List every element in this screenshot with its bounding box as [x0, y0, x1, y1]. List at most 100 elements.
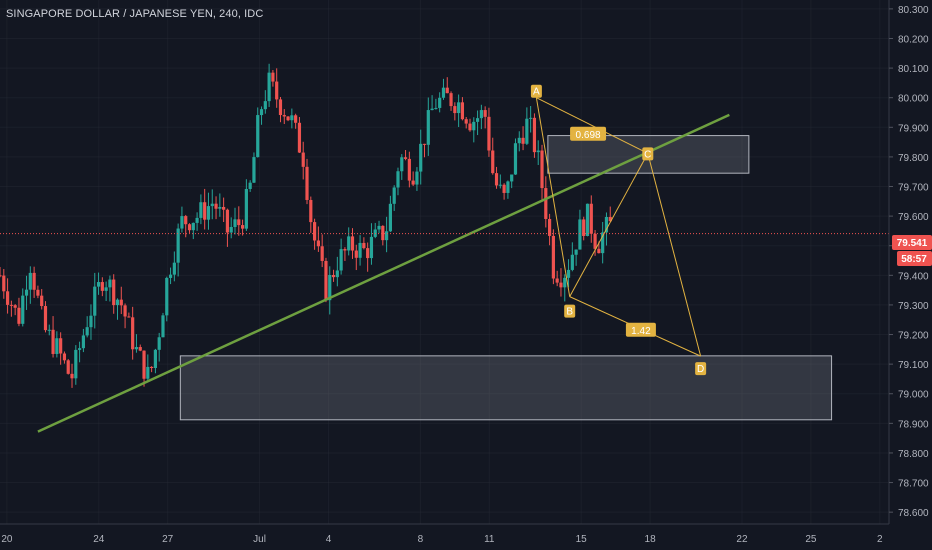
candle-body [445, 87, 449, 94]
candle-body [278, 99, 283, 116]
candle-body [123, 305, 127, 317]
pattern-ratio-label: 1.42 [631, 326, 651, 337]
time-axis[interactable] [0, 524, 932, 550]
candle-body [529, 117, 533, 119]
pattern-leg-CD [647, 153, 702, 357]
candle-body [77, 348, 82, 350]
y-tick-label: 79.200 [898, 331, 929, 342]
candle-body [464, 119, 468, 124]
candle-body [585, 203, 590, 236]
candle-body [138, 347, 142, 351]
candle-body [601, 232, 605, 254]
candle-body [32, 272, 36, 290]
y-tick-label: 79.700 [898, 183, 929, 194]
candle-body [438, 97, 442, 108]
abcd-pattern[interactable]: A B C D 0.698 1.42 [530, 84, 707, 376]
candle-body [165, 277, 169, 316]
candle-body [305, 166, 309, 200]
candle-body [108, 279, 112, 288]
candle-body [62, 353, 67, 361]
candle-body [240, 225, 245, 229]
candle-body [475, 118, 480, 122]
x-tick-label: 25 [805, 534, 817, 545]
candle-body [487, 116, 491, 151]
candle-body [290, 115, 294, 121]
candle-body [0, 275, 2, 277]
candle-body [544, 188, 548, 219]
pattern-point-B[interactable] [564, 304, 576, 318]
x-tick-label: 22 [736, 534, 748, 545]
candle-body [127, 316, 131, 318]
candle-body [2, 275, 6, 292]
pattern-leg-AB [535, 97, 571, 297]
pattern-point-label: C [644, 149, 651, 160]
candle-body [506, 181, 510, 193]
x-tick-label: 18 [645, 534, 657, 545]
candle-body [593, 233, 597, 249]
candle-body [146, 366, 150, 379]
candle-body [411, 180, 415, 185]
candle-body [483, 110, 487, 117]
candle-body [17, 307, 21, 324]
y-tick-label: 80.000 [898, 94, 929, 105]
candle-body [388, 203, 393, 232]
candle-body [150, 366, 154, 368]
supply-demand-zones [179, 135, 833, 421]
candle-body [366, 248, 370, 259]
candle-body [316, 240, 320, 247]
x-tick-label: Jul [253, 534, 266, 545]
candle-body [570, 254, 574, 270]
candle-body [563, 277, 567, 288]
candle-body [362, 242, 366, 249]
y-tick-label: 78.800 [898, 449, 929, 460]
candle-body [244, 188, 248, 229]
x-tick-label: 20 [1, 534, 13, 545]
trendline[interactable] [37, 113, 730, 433]
pattern-point-label: D [697, 364, 704, 375]
pattern-point-A[interactable] [530, 84, 542, 98]
candle-body [449, 93, 453, 107]
candle-body [47, 329, 51, 331]
pattern-point-C[interactable] [642, 147, 654, 161]
candle-body [328, 274, 332, 301]
pattern-point-D[interactable] [695, 362, 707, 376]
candle-body [513, 143, 518, 175]
price-badge-price: 79.541 [897, 238, 928, 249]
candle-body [180, 216, 184, 229]
candle-body [434, 107, 438, 109]
y-tick-label: 80.200 [898, 34, 929, 45]
candle-body [28, 272, 32, 290]
candle-body [521, 137, 525, 144]
candle-body [479, 110, 483, 119]
candle-body [335, 270, 339, 278]
candle-body [9, 304, 13, 306]
candle-body [176, 228, 180, 263]
candle-body [343, 249, 347, 251]
candle-body [81, 335, 85, 349]
trendline-segment[interactable] [37, 113, 730, 433]
candle-body [604, 216, 609, 233]
candle-body [415, 171, 419, 185]
candle-body [350, 236, 355, 251]
y-tick-label: 78.600 [898, 508, 929, 519]
candle-body [210, 203, 214, 207]
candle-body [282, 115, 286, 117]
candle-body [381, 225, 385, 241]
candle-body [85, 327, 89, 336]
candle-body [517, 137, 521, 144]
candle-body [51, 329, 55, 354]
y-tick-label: 79.600 [898, 212, 929, 223]
candle-body [468, 123, 472, 131]
candle-body [597, 248, 601, 254]
last-price-badge: 79.541 58:57 [892, 235, 932, 266]
candle-body [74, 349, 78, 379]
candle-body [441, 87, 446, 98]
candle-body [551, 235, 555, 279]
candle-body [555, 278, 559, 283]
grid-lines [0, 0, 889, 524]
candle-body [89, 315, 93, 328]
candle-body [248, 182, 252, 189]
candle-body [96, 282, 101, 287]
candle-body [70, 373, 74, 379]
